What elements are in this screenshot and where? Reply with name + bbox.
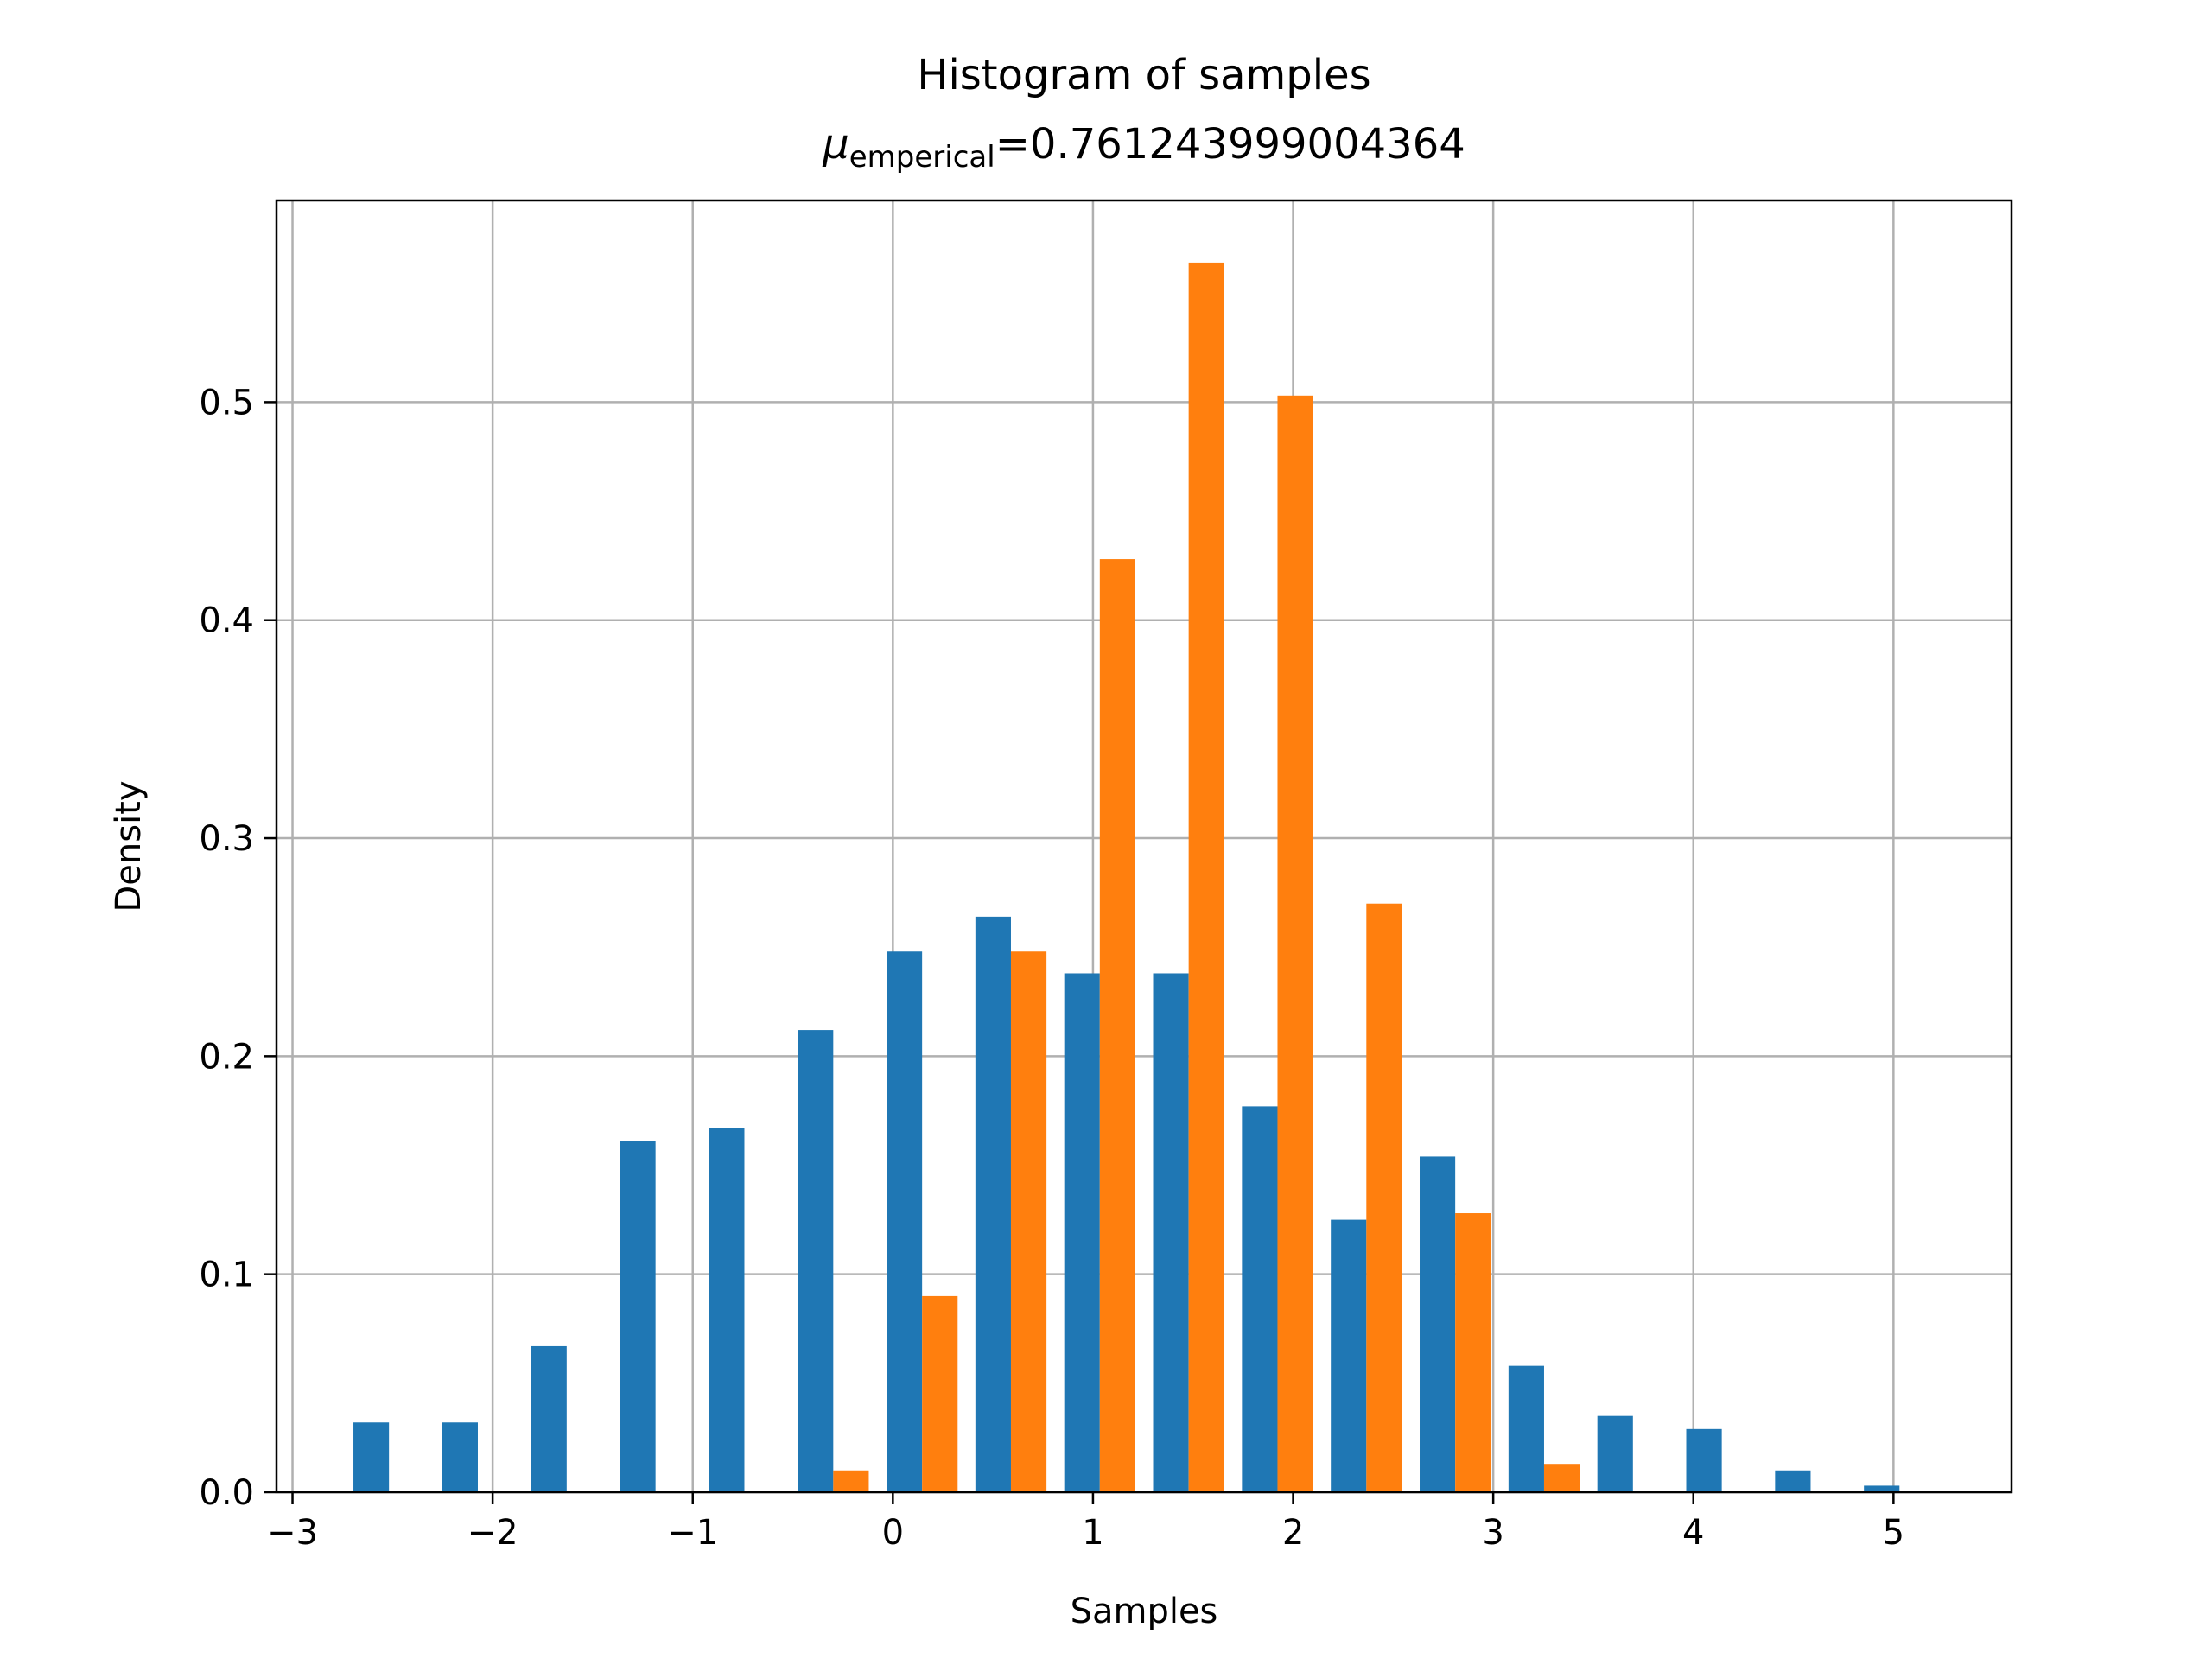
subtitle-mu-symbol: μ: [822, 120, 849, 168]
y-tick-label: 0.1: [199, 1255, 254, 1295]
subtitle-value: =0.761243999004364: [995, 120, 1465, 168]
x-tick-label: 0: [882, 1513, 904, 1553]
histogram-bar-series-2: [1188, 262, 1224, 1493]
subtitle-subscript: emperical: [849, 140, 995, 175]
histogram-bar-series-1: [887, 951, 923, 1492]
histogram-bar-series-1: [709, 1128, 745, 1492]
histogram-bar-series-2: [1010, 951, 1047, 1492]
histogram-bar-series-2: [1099, 559, 1135, 1492]
histogram-bar-series-2: [1455, 1213, 1491, 1492]
x-tick-label: −3: [267, 1513, 318, 1553]
x-tick-label: 2: [1282, 1513, 1304, 1553]
histogram-bar-series-1: [442, 1422, 478, 1492]
histogram-bar-series-1: [1242, 1106, 1278, 1492]
chart-title: Histogram of samples: [917, 51, 1370, 99]
x-tick-label: 3: [1482, 1513, 1503, 1553]
histogram-bar-series-1: [620, 1141, 656, 1492]
histogram-bar-series-1: [1597, 1415, 1633, 1492]
histogram-bar-series-1: [1153, 973, 1189, 1492]
axis-ticks: −3 −2 −1 0 1 2 3 4 5 0.0 0.1 0.2 0.3 0.4 0.5: [199, 383, 1904, 1553]
grid-lines: [276, 200, 2012, 1494]
histogram-bar-series-1: [1775, 1470, 1811, 1492]
y-tick-label: 0.3: [199, 819, 254, 859]
histogram-bar-series-1: [1686, 1428, 1722, 1492]
x-tick-label: −1: [667, 1513, 718, 1553]
y-tick-label: 0.4: [199, 601, 254, 641]
x-tick-label: 4: [1682, 1513, 1704, 1553]
histogram-bar-series-1: [798, 1030, 834, 1492]
histogram-bar-series-1: [975, 916, 1011, 1492]
histogram-bar-series-2: [1543, 1464, 1580, 1492]
histogram-bar-series-1: [1331, 1219, 1367, 1492]
x-tick-label: 1: [1082, 1513, 1103, 1553]
histogram-bar-series-1: [1508, 1365, 1544, 1492]
y-axis-title: Density: [109, 780, 149, 912]
x-axis-title: Samples: [1071, 1592, 1218, 1631]
histogram-bar-series-2: [1366, 903, 1402, 1492]
plot-area-frame: [275, 199, 2013, 1494]
y-tick-label: 0.0: [199, 1473, 254, 1513]
histogram-bar-series-1: [1420, 1156, 1456, 1492]
x-tick-label: 5: [1883, 1513, 1904, 1553]
histogram-bar-series-1: [1064, 973, 1100, 1492]
histogram-bar-series-2: [922, 1295, 958, 1492]
y-tick-label: 0.5: [199, 383, 254, 423]
bars: [353, 262, 1900, 1493]
histogram-bar-series-2: [833, 1470, 869, 1492]
chart-subtitle: μemperical=0.761243999004364: [822, 120, 1465, 175]
histogram-bar-series-1: [531, 1345, 567, 1492]
y-tick-label: 0.2: [199, 1037, 254, 1077]
x-tick-label: −2: [467, 1513, 518, 1553]
histogram-bar-series-1: [1864, 1485, 1900, 1492]
histogram-bar-series-2: [1277, 395, 1313, 1492]
histogram-bar-series-1: [353, 1422, 390, 1492]
